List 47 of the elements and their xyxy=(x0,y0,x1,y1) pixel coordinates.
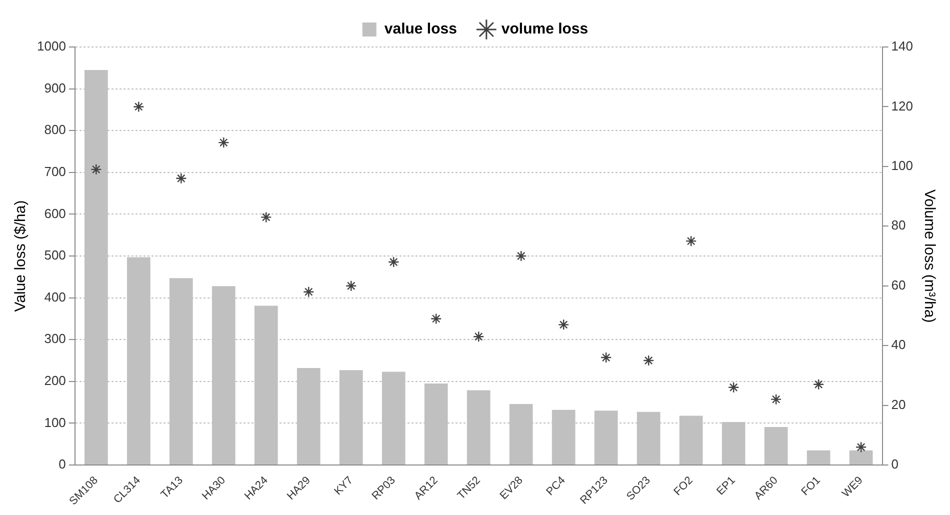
bar xyxy=(806,450,830,465)
x-tick-label: EP1 xyxy=(714,474,738,498)
y2-tick-label: 120 xyxy=(891,98,914,114)
legend-label: volume loss xyxy=(501,20,588,38)
y2-tick-label: 80 xyxy=(891,218,906,233)
point xyxy=(303,286,314,298)
point xyxy=(133,101,144,112)
point xyxy=(600,352,612,364)
point xyxy=(388,256,400,268)
point xyxy=(430,313,442,324)
y-tick-label: 0 xyxy=(58,456,66,472)
y-tick-label: 400 xyxy=(44,289,66,304)
y2-tick-label: 60 xyxy=(891,277,906,292)
y-tick-label: 600 xyxy=(44,206,66,221)
x-tick-label: FO1 xyxy=(799,474,823,498)
bar xyxy=(849,450,873,465)
y2-tick-label: 20 xyxy=(891,396,906,412)
point xyxy=(812,378,824,390)
y-tick-label: 1000 xyxy=(37,38,66,54)
y2-tick-label: 0 xyxy=(891,456,899,472)
y-axis-title: Value loss ($/ha) xyxy=(12,200,30,312)
bar xyxy=(764,426,788,465)
point xyxy=(346,280,357,292)
y-tick-label: 700 xyxy=(44,164,66,179)
point xyxy=(176,172,187,184)
y2-tick-label: 100 xyxy=(891,158,914,174)
point xyxy=(728,382,740,393)
point xyxy=(473,331,484,342)
point xyxy=(642,354,654,366)
y2-tick-label: 140 xyxy=(891,38,914,54)
point xyxy=(218,136,230,148)
y2-axis-title: Volume loss (m³/ha) xyxy=(920,189,938,323)
point xyxy=(558,319,570,330)
y-tick-label: 100 xyxy=(44,414,66,430)
y-tick-label: 800 xyxy=(44,122,66,138)
point xyxy=(90,164,102,176)
y-tick-label: 900 xyxy=(44,80,66,96)
y2-tick-label: 40 xyxy=(891,337,906,352)
y-tick-label: 500 xyxy=(44,248,66,263)
legend-label: value loss xyxy=(384,20,457,38)
point xyxy=(260,212,272,223)
y-tick-label: 300 xyxy=(44,331,66,346)
point xyxy=(516,250,527,262)
y-tick-label: 200 xyxy=(44,372,66,388)
point xyxy=(685,235,697,247)
point xyxy=(770,394,782,405)
point xyxy=(855,442,867,453)
